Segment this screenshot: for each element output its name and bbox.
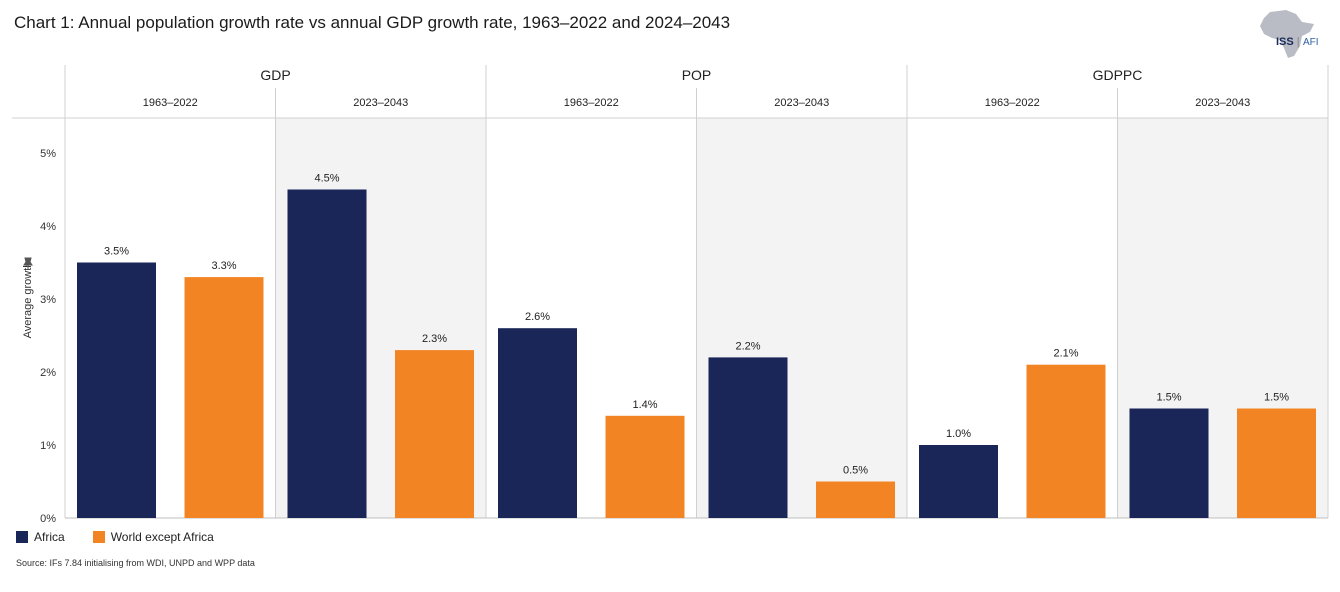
source-note: Source: IFs 7.84 initialising from WDI, … <box>16 558 255 568</box>
data-label: 2.1% <box>1053 348 1078 360</box>
data-label: 2.2% <box>735 340 760 352</box>
bar-world <box>184 277 264 518</box>
data-label: 3.5% <box>104 246 129 258</box>
period-header: 2023–2043 <box>1195 97 1250 109</box>
period-header: 2023–2043 <box>774 97 829 109</box>
bar-africa <box>708 357 788 518</box>
data-label: 0.5% <box>843 465 868 477</box>
group-header: GDPPC <box>1093 67 1143 83</box>
bar-world <box>605 415 685 518</box>
data-label: 1.4% <box>632 399 657 411</box>
y-tick-label: 0% <box>40 513 56 522</box>
y-tick-label: 2% <box>40 367 56 379</box>
data-label: 1.0% <box>946 428 971 440</box>
period-header: 1963–2022 <box>985 97 1040 109</box>
data-label: 1.5% <box>1264 392 1289 404</box>
bar-africa <box>77 262 156 518</box>
bar-africa <box>498 328 577 518</box>
legend-swatch-world <box>92 531 105 543</box>
chart-title: Chart 1: Annual population growth rate v… <box>14 13 731 32</box>
y-tick-label: 5% <box>40 148 56 160</box>
period-header: 1963–2022 <box>564 97 619 109</box>
bar-world <box>1237 408 1316 518</box>
bar-world <box>1026 364 1106 518</box>
bar-chart: GDP 1963–2022 2023–2043 POP 1963–2022 2023–20… <box>12 65 1329 522</box>
legend-label-africa: Africa <box>34 530 65 544</box>
y-tick-label: 1% <box>40 440 56 452</box>
legend-swatch-africa <box>16 531 28 543</box>
group-header: GDP <box>260 67 290 83</box>
pin-icon <box>23 257 33 270</box>
legend-label-world: World except Africa <box>110 530 214 544</box>
data-label: 2.3% <box>422 333 447 345</box>
bar-world <box>816 481 895 518</box>
data-label: 1.5% <box>1156 392 1181 404</box>
logo-wordmark: ISS | AFI <box>1276 36 1319 48</box>
bar-africa <box>287 189 367 518</box>
data-label: 2.6% <box>525 311 550 323</box>
y-tick-label: 3% <box>40 294 56 306</box>
logo-name: ISS <box>1276 36 1294 48</box>
y-axis-label: Average growth <box>22 262 34 339</box>
legend: Africa World except Africa <box>16 530 214 544</box>
legend-item-world: World except Africa <box>92 530 214 544</box>
group-header: POP <box>682 67 712 83</box>
logo-sub: AFI <box>1302 37 1319 48</box>
data-label: 4.5% <box>314 173 339 185</box>
data-label: 3.3% <box>211 260 236 272</box>
bar-africa <box>919 445 998 518</box>
bar-world <box>395 350 474 518</box>
bar-africa <box>1129 408 1209 518</box>
period-header: 1963–2022 <box>143 97 198 109</box>
period-header: 2023–2043 <box>353 97 408 109</box>
africa-map-logo-icon <box>1260 10 1314 58</box>
legend-item-africa: Africa <box>16 530 65 544</box>
y-tick-label: 4% <box>40 221 56 233</box>
